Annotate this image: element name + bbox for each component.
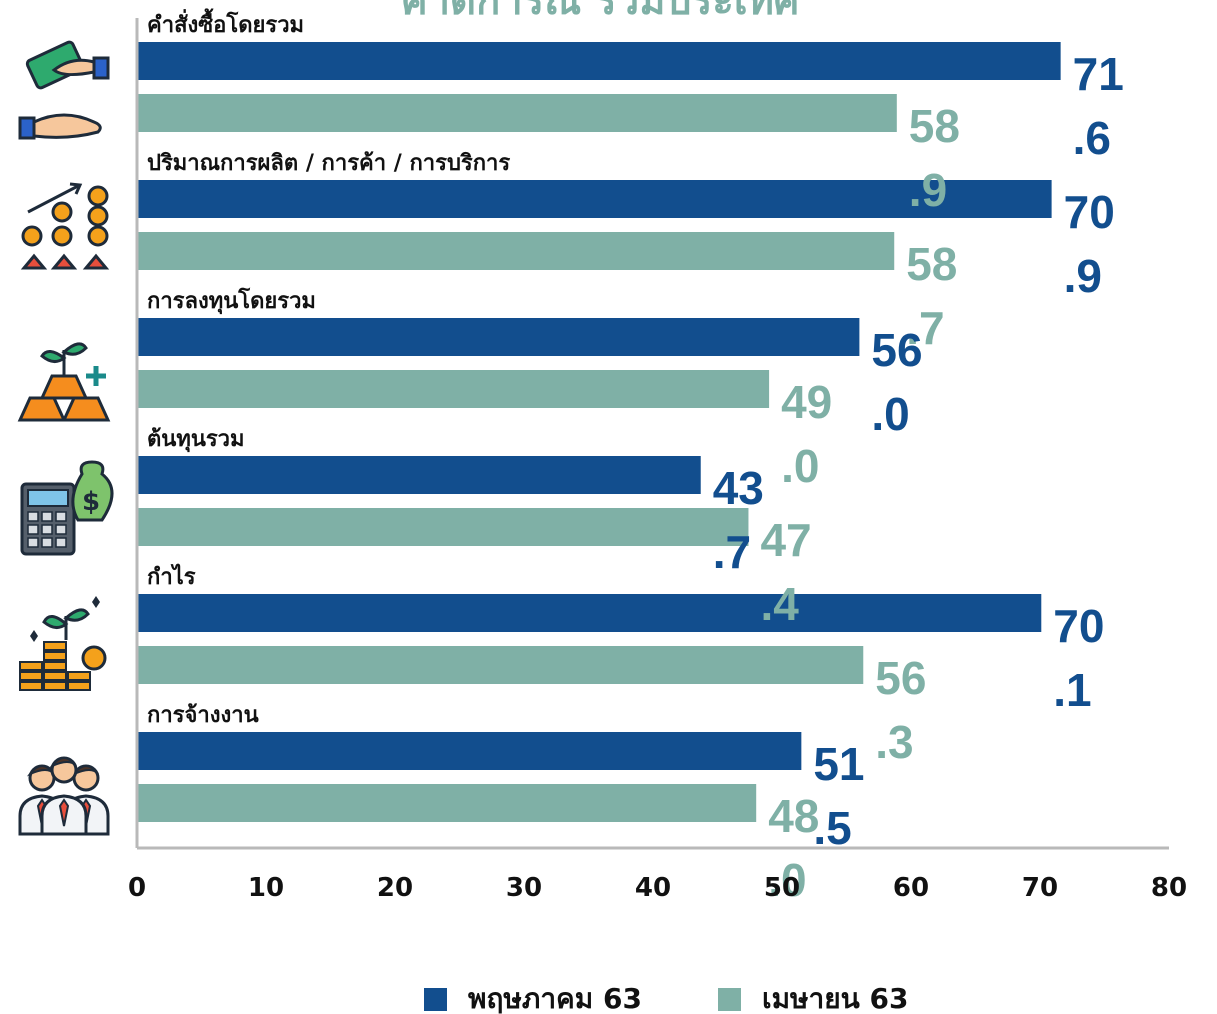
data-label-decimal: .3 <box>875 716 913 768</box>
x-tick-label: 20 <box>377 873 413 903</box>
x-tick-label: 60 <box>893 873 929 903</box>
calculator-money-bag-icon: $ <box>20 460 114 556</box>
money-handshake-icon <box>18 40 110 140</box>
x-tick-label: 50 <box>764 873 800 903</box>
x-tick-label: 10 <box>248 873 284 903</box>
category-label: กำไร <box>147 563 196 590</box>
data-label-decimal: .0 <box>781 440 819 492</box>
data-label: 71 <box>1073 48 1124 100</box>
data-label-decimal: .1 <box>1053 664 1091 716</box>
bar <box>137 94 897 132</box>
bar <box>137 508 749 546</box>
bar <box>137 180 1052 218</box>
dollar-sign: $ <box>82 487 100 517</box>
data-label: 58 <box>909 100 960 152</box>
legend-label: เมษายน 63 <box>762 982 908 1014</box>
data-label-decimal: .6 <box>1073 112 1111 164</box>
category-label: ปริมาณการผลิต / การค้า / การบริการ <box>147 151 510 176</box>
data-label: 56 <box>875 652 926 704</box>
data-label: 58 <box>906 238 957 290</box>
data-label: 48 <box>768 790 819 842</box>
bar <box>137 646 864 684</box>
bars <box>137 42 1061 822</box>
coins-growth-icon <box>20 182 110 270</box>
data-label: 43 <box>713 462 764 514</box>
data-label-decimal: .9 <box>1064 250 1102 302</box>
data-label: 49 <box>781 376 832 428</box>
category-label: คำสั่งซื้อโดยรวม <box>147 8 304 38</box>
data-label: 56 <box>871 324 922 376</box>
axes <box>135 18 1169 850</box>
category-label: การจ้างงาน <box>147 703 259 728</box>
x-tick-label: 80 <box>1151 873 1187 903</box>
legend-label: พฤษภาคม 63 <box>468 982 642 1014</box>
data-label-decimal: .0 <box>768 854 806 906</box>
bar <box>137 732 802 770</box>
category-icons: $ <box>17 40 114 836</box>
bar <box>137 232 895 270</box>
data-label-decimal: .4 <box>760 578 799 630</box>
x-tick-label: 40 <box>635 873 671 903</box>
bar <box>137 456 701 494</box>
employees-group-icon <box>18 756 110 836</box>
plant-coins-profit-icon <box>19 596 107 691</box>
x-tick-label: 30 <box>506 873 542 903</box>
data-label-decimal: .7 <box>906 302 944 354</box>
data-label: 47 <box>760 514 811 566</box>
chart-title: คาดการณ์ รวมประเทศ <box>401 0 800 24</box>
data-label: 70 <box>1053 600 1104 652</box>
data-label-decimal: .0 <box>871 388 909 440</box>
data-label-decimal: .9 <box>909 164 947 216</box>
legend-swatch <box>424 988 447 1011</box>
legend: พฤษภาคม 63 เมษายน 63 <box>424 982 908 1014</box>
bar <box>137 42 1061 80</box>
data-label: 70 <box>1064 186 1115 238</box>
category-label: ต้นทุนรวม <box>147 427 245 453</box>
gold-investment-icon <box>17 342 111 422</box>
x-tick-labels: 0 10 20 30 40 50 60 70 80 <box>128 873 1187 903</box>
category-label: การลงทุนโดยรวม <box>147 287 316 315</box>
data-label: 51 <box>813 738 864 790</box>
bar <box>137 370 770 408</box>
data-label-decimal: .7 <box>713 526 751 578</box>
x-tick-label: 70 <box>1022 873 1058 903</box>
bar <box>137 784 757 822</box>
data-label-decimal: .5 <box>813 802 851 854</box>
bar <box>137 318 860 356</box>
value-labels: 71.658.9 70.958.756.049.043.7 47.4 70.156.3… <box>713 48 1124 906</box>
bar <box>137 594 1042 632</box>
legend-swatch <box>718 988 741 1011</box>
x-tick-label: 0 <box>128 873 146 903</box>
